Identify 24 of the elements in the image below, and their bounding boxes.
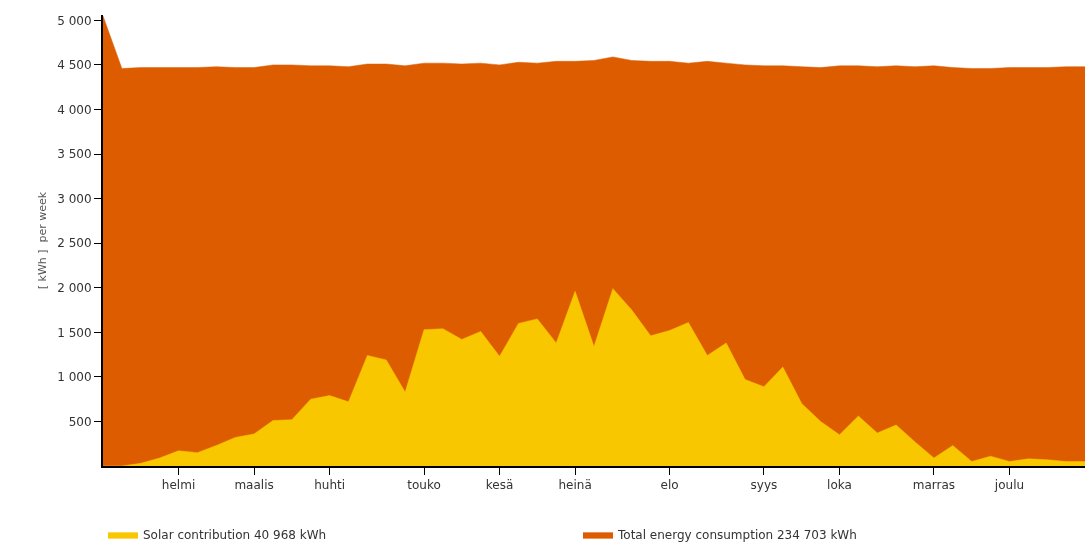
x-tick-label: heinä (558, 478, 592, 493)
x-tick-label: kesä (485, 478, 514, 493)
y-tick-label: 1 500 (57, 325, 92, 340)
x-tick-label: elo (660, 478, 679, 493)
x-tick-label: touko (407, 478, 441, 493)
y-tick-label: 4 500 (57, 58, 92, 73)
legend-label: Solar contribution 40 968 kWh (143, 528, 327, 543)
y-tick-label: 3 000 (57, 191, 92, 206)
x-tick-label: syys (750, 478, 778, 493)
x-tick-label: joulu (993, 478, 1025, 493)
y-axis-title: [ kWh ] per week (36, 191, 50, 290)
x-tick-label: huhti (314, 478, 346, 493)
y-tick-label: 2 000 (57, 280, 92, 295)
y-tick-label: 3 500 (57, 147, 92, 162)
x-tick-label: maalis (234, 478, 274, 493)
x-tick-label: marras (912, 478, 956, 493)
y-tick-label: 4 000 (57, 102, 92, 117)
y-tick-label: 1 000 (57, 370, 92, 385)
y-tick-label: 5 000 (57, 13, 92, 28)
y-tick-label: 2 500 (57, 236, 92, 251)
legend-label: Total energy consumption 234 703 kWh (617, 528, 857, 543)
x-tick-label: helmi (161, 478, 196, 493)
y-tick-label: 500 (68, 414, 92, 429)
x-tick-label: loka (827, 478, 852, 493)
